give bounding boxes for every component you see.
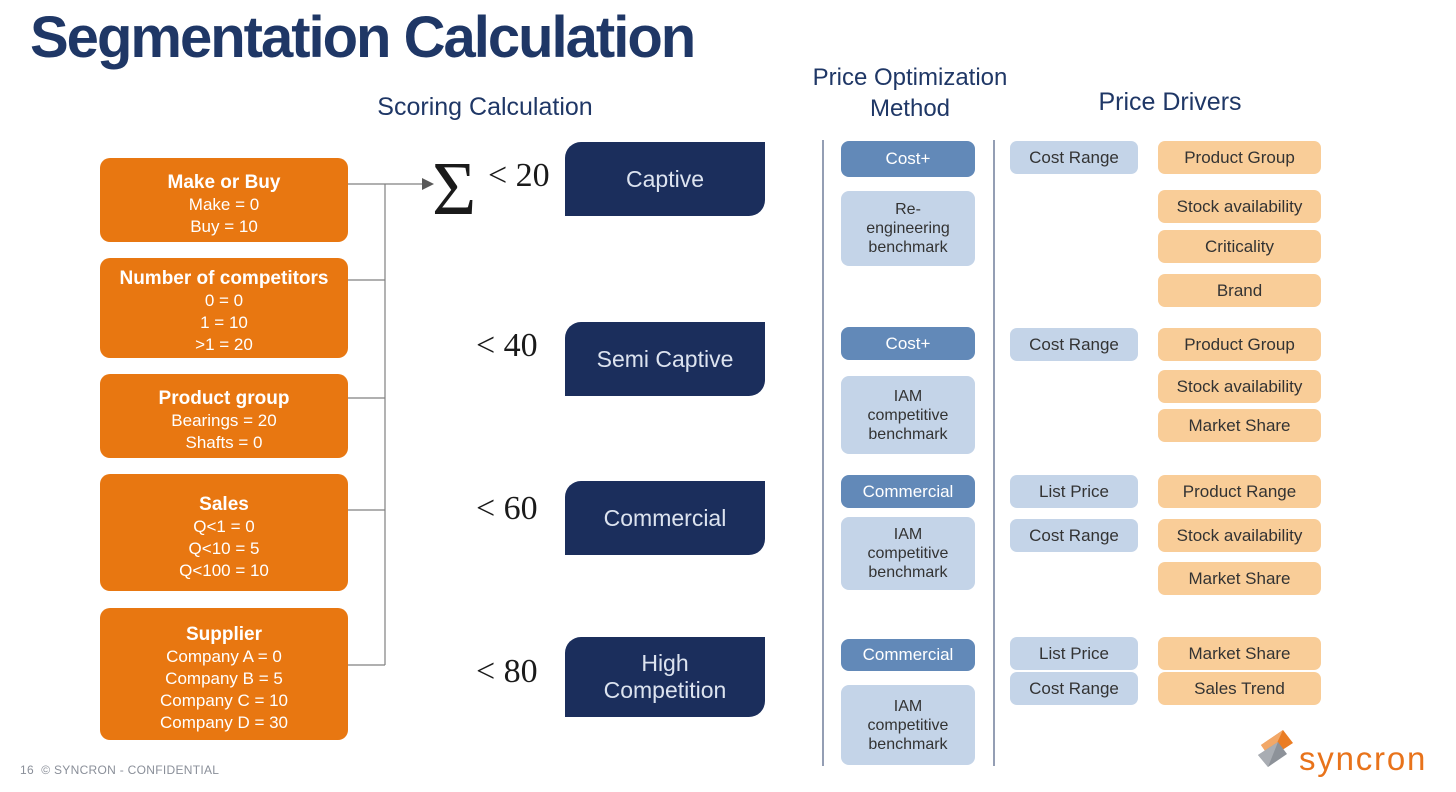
svg-text:syncron: syncron bbox=[1299, 740, 1427, 777]
